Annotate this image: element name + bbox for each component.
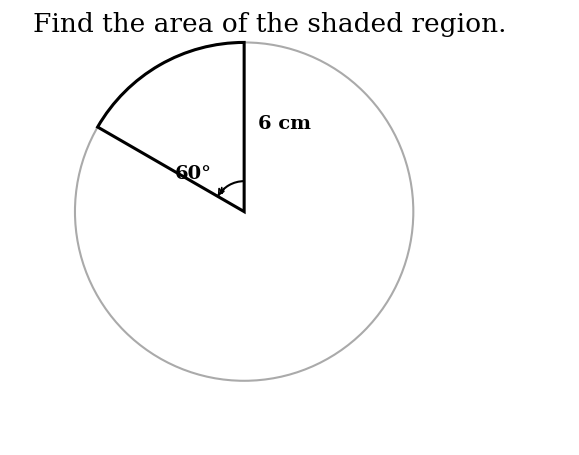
Wedge shape: [98, 42, 244, 212]
Text: Find the area of the shaded region.: Find the area of the shaded region.: [32, 12, 506, 37]
Text: 6 cm: 6 cm: [258, 115, 311, 133]
Text: 60°: 60°: [175, 166, 212, 183]
